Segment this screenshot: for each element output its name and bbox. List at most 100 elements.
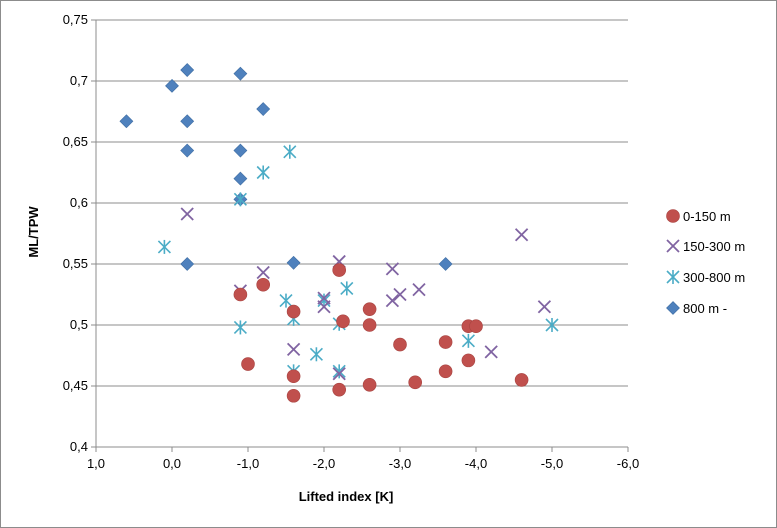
- legend-marker-asterisk: [666, 270, 680, 284]
- x-tick-label: -5,0: [541, 456, 563, 471]
- x-tick-label: 1,0: [87, 456, 105, 471]
- series-circle: [233, 263, 529, 403]
- x-tick-label: -2,0: [313, 456, 335, 471]
- data-point-circle: [514, 373, 529, 387]
- data-point-asterisk: [461, 333, 475, 348]
- data-point-circle: [286, 388, 301, 403]
- x-stroke: [317, 300, 331, 314]
- data-point-circle: [241, 357, 255, 371]
- x-stroke: [286, 342, 301, 357]
- data-points: [119, 63, 559, 403]
- y-tick-label: 0,7: [70, 73, 88, 88]
- data-point-x: [385, 262, 400, 276]
- data-point-x: [514, 228, 529, 242]
- x-tick-label: -1,0: [237, 456, 259, 471]
- legend-label-300-800: 300-800 m: [683, 270, 745, 285]
- gridlines: [96, 19, 628, 387]
- x-tick-labels: 1,0 0,0 -1,0 -2,0 -3,0 -4,0 -5,0 -6,0: [87, 456, 639, 471]
- data-point-circle: [286, 369, 301, 384]
- data-point-diamond: [286, 255, 301, 270]
- data-point-circle: [393, 337, 407, 352]
- data-point-asterisk: [545, 318, 559, 332]
- data-point-diamond: [233, 171, 248, 186]
- x-stroke: [666, 239, 680, 253]
- data-point-asterisk: [309, 347, 323, 362]
- data-point-diamond: [165, 78, 179, 93]
- x-stroke: [180, 207, 194, 221]
- y-tick-label: 0,75: [63, 12, 88, 27]
- data-point-x: [393, 287, 407, 302]
- x-stroke: [484, 345, 498, 359]
- legend-marker-x: [666, 239, 680, 253]
- x-tick-label: -6,0: [617, 456, 639, 471]
- x-stroke: [537, 300, 552, 314]
- data-point-asterisk: [256, 165, 270, 180]
- legend-label-800: 800 m -: [683, 301, 727, 316]
- data-point-circle: [461, 353, 476, 368]
- series-x: [180, 207, 552, 381]
- x-tick-label: 0,0: [163, 456, 181, 471]
- data-point-diamond: [180, 63, 195, 77]
- x-stroke: [256, 265, 270, 280]
- data-point-diamond: [180, 257, 195, 271]
- x-tick-label: -3,0: [389, 456, 411, 471]
- y-tick-label: 0,6: [70, 195, 88, 210]
- data-point-circle: [233, 287, 248, 302]
- data-point-x: [332, 367, 346, 381]
- data-point-x: [256, 265, 270, 280]
- data-point-diamond: [180, 143, 195, 158]
- legend-label-150-300: 150-300 m: [683, 239, 745, 254]
- data-point-circle: [256, 277, 271, 292]
- data-point-asterisk: [279, 293, 293, 308]
- x-stroke: [385, 262, 400, 276]
- data-point-asterisk: [332, 364, 346, 379]
- data-point-circle: [332, 263, 347, 277]
- data-point-circle: [362, 318, 377, 332]
- data-point-x: [537, 300, 552, 314]
- data-point-x: [317, 300, 331, 314]
- data-point-x: [412, 282, 426, 297]
- data-point-circle: [332, 382, 347, 397]
- legend-marker-circle: [666, 209, 680, 223]
- y-tick-label: 0,5: [70, 317, 88, 332]
- x-stroke: [393, 287, 407, 302]
- x-stroke: [514, 228, 529, 242]
- data-point-asterisk: [157, 239, 171, 254]
- data-point-diamond: [233, 143, 248, 158]
- data-point-x: [385, 293, 400, 308]
- data-point-diamond: [119, 114, 134, 129]
- series-asterisk: [157, 144, 559, 379]
- data-point-x: [484, 345, 498, 359]
- x-axis-title: Lifted index [K]: [299, 489, 394, 504]
- y-tick-label: 0,55: [63, 256, 88, 271]
- series-diamond: [119, 63, 453, 271]
- legend-item-300-800: 300-800 m: [666, 270, 745, 285]
- data-point-circle: [286, 304, 301, 319]
- data-point-circle: [362, 302, 377, 316]
- y-tick-label: 0,4: [70, 439, 88, 454]
- data-point-circle: [362, 377, 377, 392]
- data-point-asterisk: [317, 293, 331, 308]
- legend-item-800: 800 m -: [666, 301, 727, 316]
- data-point-asterisk: [283, 144, 297, 159]
- data-point-asterisk: [233, 320, 247, 335]
- data-point-circle: [438, 364, 453, 379]
- data-point-diamond: [438, 257, 453, 271]
- data-point-asterisk: [233, 192, 247, 207]
- data-point-circle: [336, 314, 350, 329]
- y-tick-label: 0,65: [63, 134, 88, 149]
- legend-icon-circle: [666, 209, 680, 223]
- data-point-diamond: [256, 102, 271, 116]
- data-point-circle: [469, 319, 483, 334]
- axes: [91, 19, 629, 452]
- data-point-diamond: [233, 66, 248, 81]
- legend-marker-diamond: [666, 301, 680, 315]
- legend-label-0-150: 0-150 m: [683, 209, 731, 224]
- data-point-asterisk: [340, 281, 354, 296]
- y-tick-label: 0,45: [63, 378, 88, 393]
- x-stroke: [332, 367, 346, 381]
- legend-icon-asterisk: [666, 270, 680, 284]
- x-stroke: [385, 293, 400, 308]
- x-tick-label: -4,0: [465, 456, 487, 471]
